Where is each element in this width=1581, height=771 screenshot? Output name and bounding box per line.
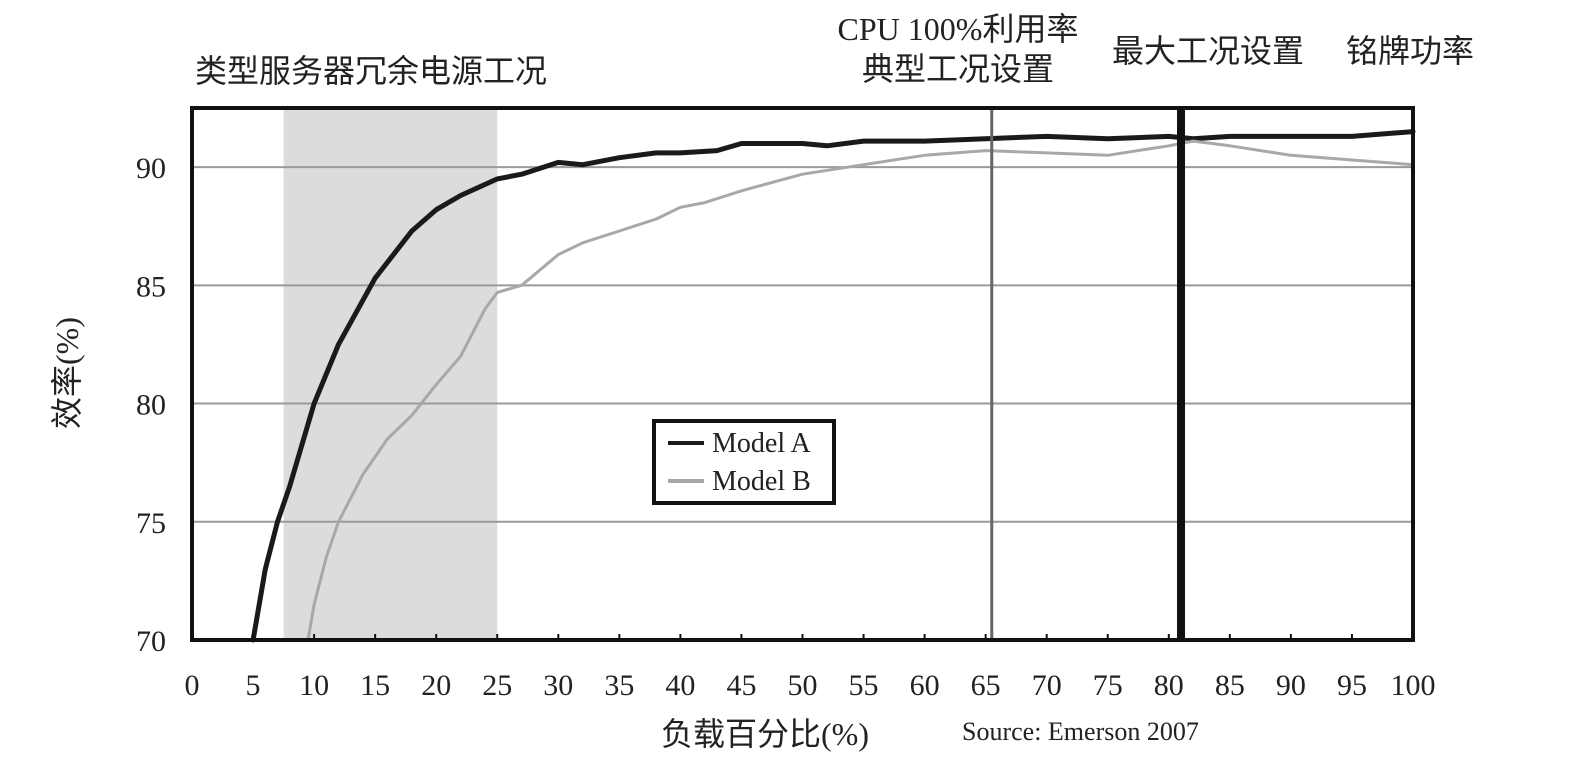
x-tick-label-70: 70 [1032, 669, 1062, 702]
y-axis-title: 效率(%) [49, 317, 85, 429]
x-tick-label-15: 15 [360, 669, 390, 702]
x-tick-label-85: 85 [1215, 669, 1245, 702]
cpu-annotation-line2: 典型工况设置 [862, 51, 1054, 87]
x-tick-label-60: 60 [910, 669, 940, 702]
x-tick-label-90: 90 [1276, 669, 1306, 702]
plot-area [190, 106, 1416, 643]
typical-range-annotation: 类型服务器冗余电源工况 [195, 53, 547, 89]
x-tick-label-40: 40 [665, 669, 695, 702]
series-line-model-b [306, 139, 1415, 642]
x-axis-title: 负载百分比(%) [661, 716, 869, 752]
x-tick-label-0: 0 [185, 669, 200, 702]
y-tick-label-85: 85 [136, 270, 166, 303]
series-line-model-a [250, 129, 1416, 643]
x-tick-label-5: 5 [246, 669, 261, 702]
x-tick-label-65: 65 [971, 669, 1001, 702]
x-tick-label-45: 45 [726, 669, 756, 702]
x-tick-label-25: 25 [482, 669, 512, 702]
source-note: Source: Emerson 2007 [962, 717, 1199, 746]
y-tick-label-90: 90 [136, 152, 166, 185]
tick-labels: 0 5 10 15 20 25 30 35 40 45 50 55 60 65 70 75 80 85 90 95 10… [136, 152, 1436, 702]
x-tick-label-100: 100 [1391, 669, 1436, 702]
x-tick-label-10: 10 [299, 669, 329, 702]
legend-label-model-a: Model A [712, 428, 812, 459]
x-tick-label-50: 50 [788, 669, 818, 702]
legend: Model A Model B [652, 419, 836, 505]
nameplate-annotation: 铭牌功率 [1346, 33, 1474, 69]
max-condition-annotation: 最大工况设置 [1112, 33, 1304, 69]
x-tick-label-35: 35 [604, 669, 634, 702]
x-tick-label-75: 75 [1093, 669, 1123, 702]
x-tick-label-80: 80 [1154, 669, 1184, 702]
legend-box [652, 419, 836, 505]
y-tick-label-80: 80 [136, 389, 166, 422]
x-tick-label-30: 30 [543, 669, 573, 702]
legend-label-model-b: Model B [712, 466, 811, 497]
x-tick-label-55: 55 [849, 669, 879, 702]
y-tick-label-70: 70 [136, 625, 166, 658]
x-tick-label-95: 95 [1337, 669, 1367, 702]
typical-range-shading [283, 108, 498, 640]
cpu-annotation-line1: CPU 100%利用率 [838, 11, 1079, 47]
x-tick-label-20: 20 [421, 669, 451, 702]
y-tick-label-75: 75 [136, 507, 166, 540]
